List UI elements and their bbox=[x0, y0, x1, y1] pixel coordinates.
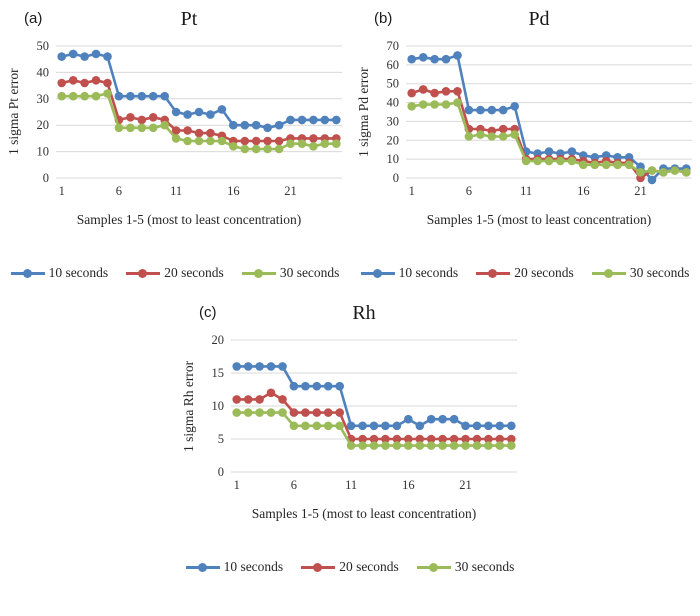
legend-item-20-seconds: 20 seconds bbox=[126, 265, 224, 281]
legend-item-30-seconds: 30 seconds bbox=[241, 265, 340, 281]
svg-text:5: 5 bbox=[218, 432, 224, 446]
svg-text:21: 21 bbox=[459, 478, 472, 492]
chart-pd-legend: 10 seconds 20 seconds 30 seconds bbox=[350, 264, 700, 282]
chart-pt-x-axis-title: Samples 1-5 (most to least concentration… bbox=[76, 212, 302, 227]
legend-item-30-seconds: 30 seconds bbox=[416, 559, 515, 575]
svg-text:50: 50 bbox=[387, 77, 400, 91]
svg-text:6: 6 bbox=[466, 184, 472, 198]
legend-item-10-seconds: 10 seconds bbox=[10, 265, 109, 281]
legend-item-10-seconds: 10 seconds bbox=[360, 265, 459, 281]
chart-pd-body: 1 sigma Pd error 0 10 20 30 40 50 60 70 1 6 11 16 21 bbox=[350, 38, 700, 212]
chart-rh: (c) Rh 1 sigma Rh error 0 5 10 15 20 1 6 11 16 21… bbox=[175, 296, 525, 576]
line-marker-swatch-red bbox=[126, 268, 161, 278]
line-marker-swatch-blue bbox=[360, 268, 395, 278]
svg-text:6: 6 bbox=[116, 184, 122, 198]
svg-text:15: 15 bbox=[212, 366, 225, 380]
svg-text:11: 11 bbox=[170, 184, 182, 198]
svg-text:1: 1 bbox=[59, 184, 65, 198]
chart-pt-legend: 10 seconds 20 seconds 30 seconds bbox=[0, 264, 350, 282]
top-row: (a) Pt 1 sigma Pt error 0 10 20 30 40 50 1 6 11 1… bbox=[0, 2, 700, 282]
svg-text:60: 60 bbox=[387, 58, 400, 72]
panel-label-b: (b) bbox=[374, 10, 393, 27]
chart-rh-x-axis-title: Samples 1-5 (most to least concentration… bbox=[251, 506, 477, 521]
legend-label: 20 seconds bbox=[164, 265, 224, 280]
line-marker-swatch-red bbox=[301, 562, 336, 572]
svg-text:40: 40 bbox=[387, 96, 400, 110]
line-marker-swatch-blue bbox=[10, 268, 45, 278]
svg-text:11: 11 bbox=[345, 478, 357, 492]
chart-rh-y-axis-title: 1 sigma Rh error bbox=[181, 360, 196, 452]
chart-pt: (a) Pt 1 sigma Pt error 0 10 20 30 40 50 1 6 11 1… bbox=[0, 2, 350, 282]
legend-item-20-seconds: 20 seconds bbox=[476, 265, 574, 281]
chart-pd-y-axis-title: 1 sigma Pd error bbox=[356, 67, 371, 157]
line-marker-swatch-green bbox=[241, 268, 276, 278]
legend-label: 10 seconds bbox=[398, 265, 459, 280]
svg-text:0: 0 bbox=[218, 465, 224, 479]
chart-rh-title: Rh bbox=[352, 302, 376, 324]
svg-text:10: 10 bbox=[387, 152, 400, 166]
chart-pt-title: Pt bbox=[180, 8, 198, 30]
svg-text:16: 16 bbox=[227, 184, 240, 198]
svg-text:0: 0 bbox=[393, 171, 399, 185]
chart-pd-x-axis-title: Samples 1-5 (most to least concentration… bbox=[426, 212, 652, 227]
svg-text:11: 11 bbox=[520, 184, 532, 198]
svg-text:21: 21 bbox=[634, 184, 647, 198]
chart-pt-body: 1 sigma Pt error 0 10 20 30 40 50 1 6 11 16 21 bbox=[0, 38, 350, 212]
svg-text:10: 10 bbox=[37, 145, 50, 159]
svg-text:1: 1 bbox=[234, 478, 240, 492]
svg-text:50: 50 bbox=[37, 39, 50, 53]
legend-item-10-seconds: 10 seconds bbox=[185, 559, 284, 575]
legend-label: 20 seconds bbox=[514, 265, 574, 280]
svg-text:16: 16 bbox=[402, 478, 415, 492]
legend-label: 30 seconds bbox=[279, 265, 340, 280]
svg-text:6: 6 bbox=[291, 478, 297, 492]
chart-pt-header: (a) Pt bbox=[0, 2, 350, 38]
svg-text:30: 30 bbox=[37, 92, 50, 106]
legend-label: 30 seconds bbox=[454, 559, 515, 574]
legend-item-30-seconds: 30 seconds bbox=[591, 265, 690, 281]
panel-label-c: (c) bbox=[199, 304, 217, 321]
chart-pd-header: (b) Pd bbox=[350, 2, 700, 38]
chart-rh-body: 1 sigma Rh error 0 5 10 15 20 1 6 11 16 21 bbox=[175, 332, 525, 506]
svg-text:0: 0 bbox=[43, 171, 49, 185]
svg-text:20: 20 bbox=[212, 333, 225, 347]
svg-text:21: 21 bbox=[284, 184, 297, 198]
svg-text:30: 30 bbox=[387, 114, 400, 128]
line-marker-swatch-green bbox=[416, 562, 451, 572]
legend-label: 10 seconds bbox=[48, 265, 109, 280]
svg-text:16: 16 bbox=[577, 184, 590, 198]
svg-text:20: 20 bbox=[387, 133, 400, 147]
legend-label: 20 seconds bbox=[339, 559, 399, 574]
chart-pt-y-axis-title: 1 sigma Pt error bbox=[6, 68, 21, 156]
svg-text:20: 20 bbox=[37, 118, 50, 132]
svg-text:40: 40 bbox=[37, 65, 50, 79]
line-marker-swatch-blue bbox=[185, 562, 220, 572]
svg-text:10: 10 bbox=[212, 399, 225, 413]
line-marker-swatch-green bbox=[591, 268, 626, 278]
chart-rh-legend: 10 seconds 20 seconds 30 seconds bbox=[175, 558, 525, 576]
chart-pd-title: Pd bbox=[528, 8, 550, 30]
panel-label-a: (a) bbox=[24, 10, 43, 27]
legend-label: 30 seconds bbox=[629, 265, 690, 280]
svg-text:1: 1 bbox=[409, 184, 415, 198]
chart-rh-header: (c) Rh bbox=[175, 296, 525, 332]
svg-text:70: 70 bbox=[387, 39, 400, 53]
line-marker-swatch-red bbox=[476, 268, 511, 278]
legend-label: 10 seconds bbox=[223, 559, 284, 574]
chart-pd: (b) Pd 1 sigma Pd error 0 10 20 30 40 50 60 70 1… bbox=[350, 2, 700, 282]
legend-item-20-seconds: 20 seconds bbox=[301, 559, 399, 575]
